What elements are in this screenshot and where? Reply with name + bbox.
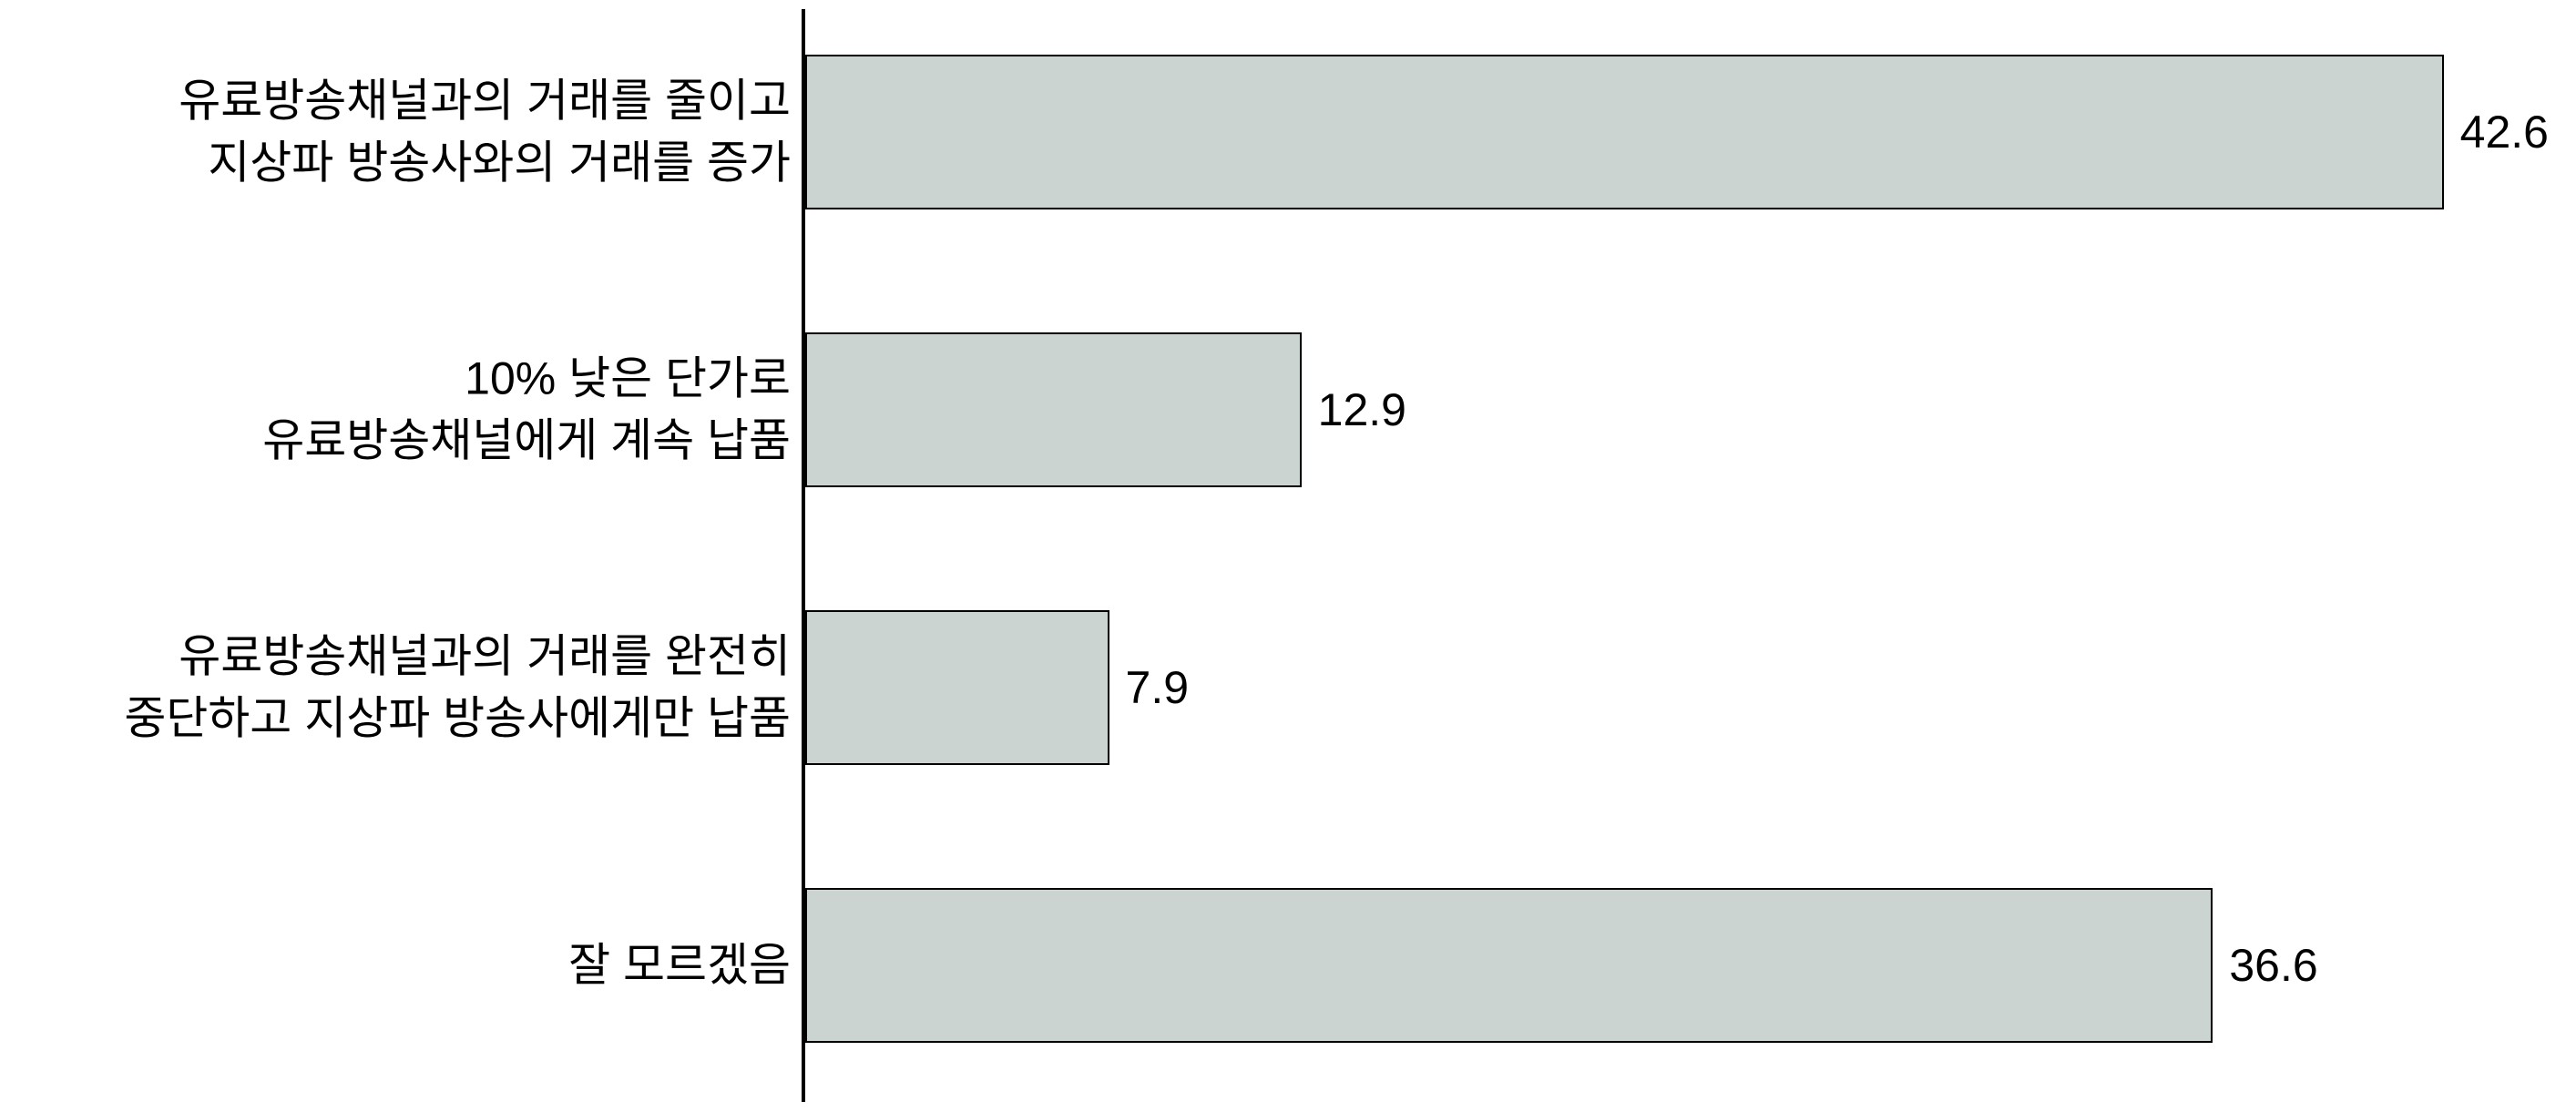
value-label: 12.9	[1318, 383, 1406, 436]
bar	[805, 332, 1302, 487]
category-label: 유료방송채널과의 거래를 줄이고 지상파 방송사와의 거래를 증가	[179, 71, 791, 194]
bar	[805, 888, 2213, 1043]
category-label: 유료방송채널과의 거래를 완전히 중단하고 지상파 방송사에게만 납품	[124, 627, 791, 750]
bar	[805, 610, 1109, 765]
horizontal-bar-chart: 유료방송채널과의 거래를 줄이고 지상파 방송사와의 거래를 증가 42.6 10%…	[0, 0, 2576, 1112]
category-label: 10% 낮은 단가로 유료방송채널에게 계속 납품	[262, 349, 791, 472]
value-label: 7.9	[1126, 661, 1190, 714]
value-label: 42.6	[2460, 106, 2549, 158]
bar	[805, 55, 2444, 209]
category-label: 잘 모르겠음	[568, 934, 791, 996]
value-label: 36.6	[2229, 939, 2317, 992]
